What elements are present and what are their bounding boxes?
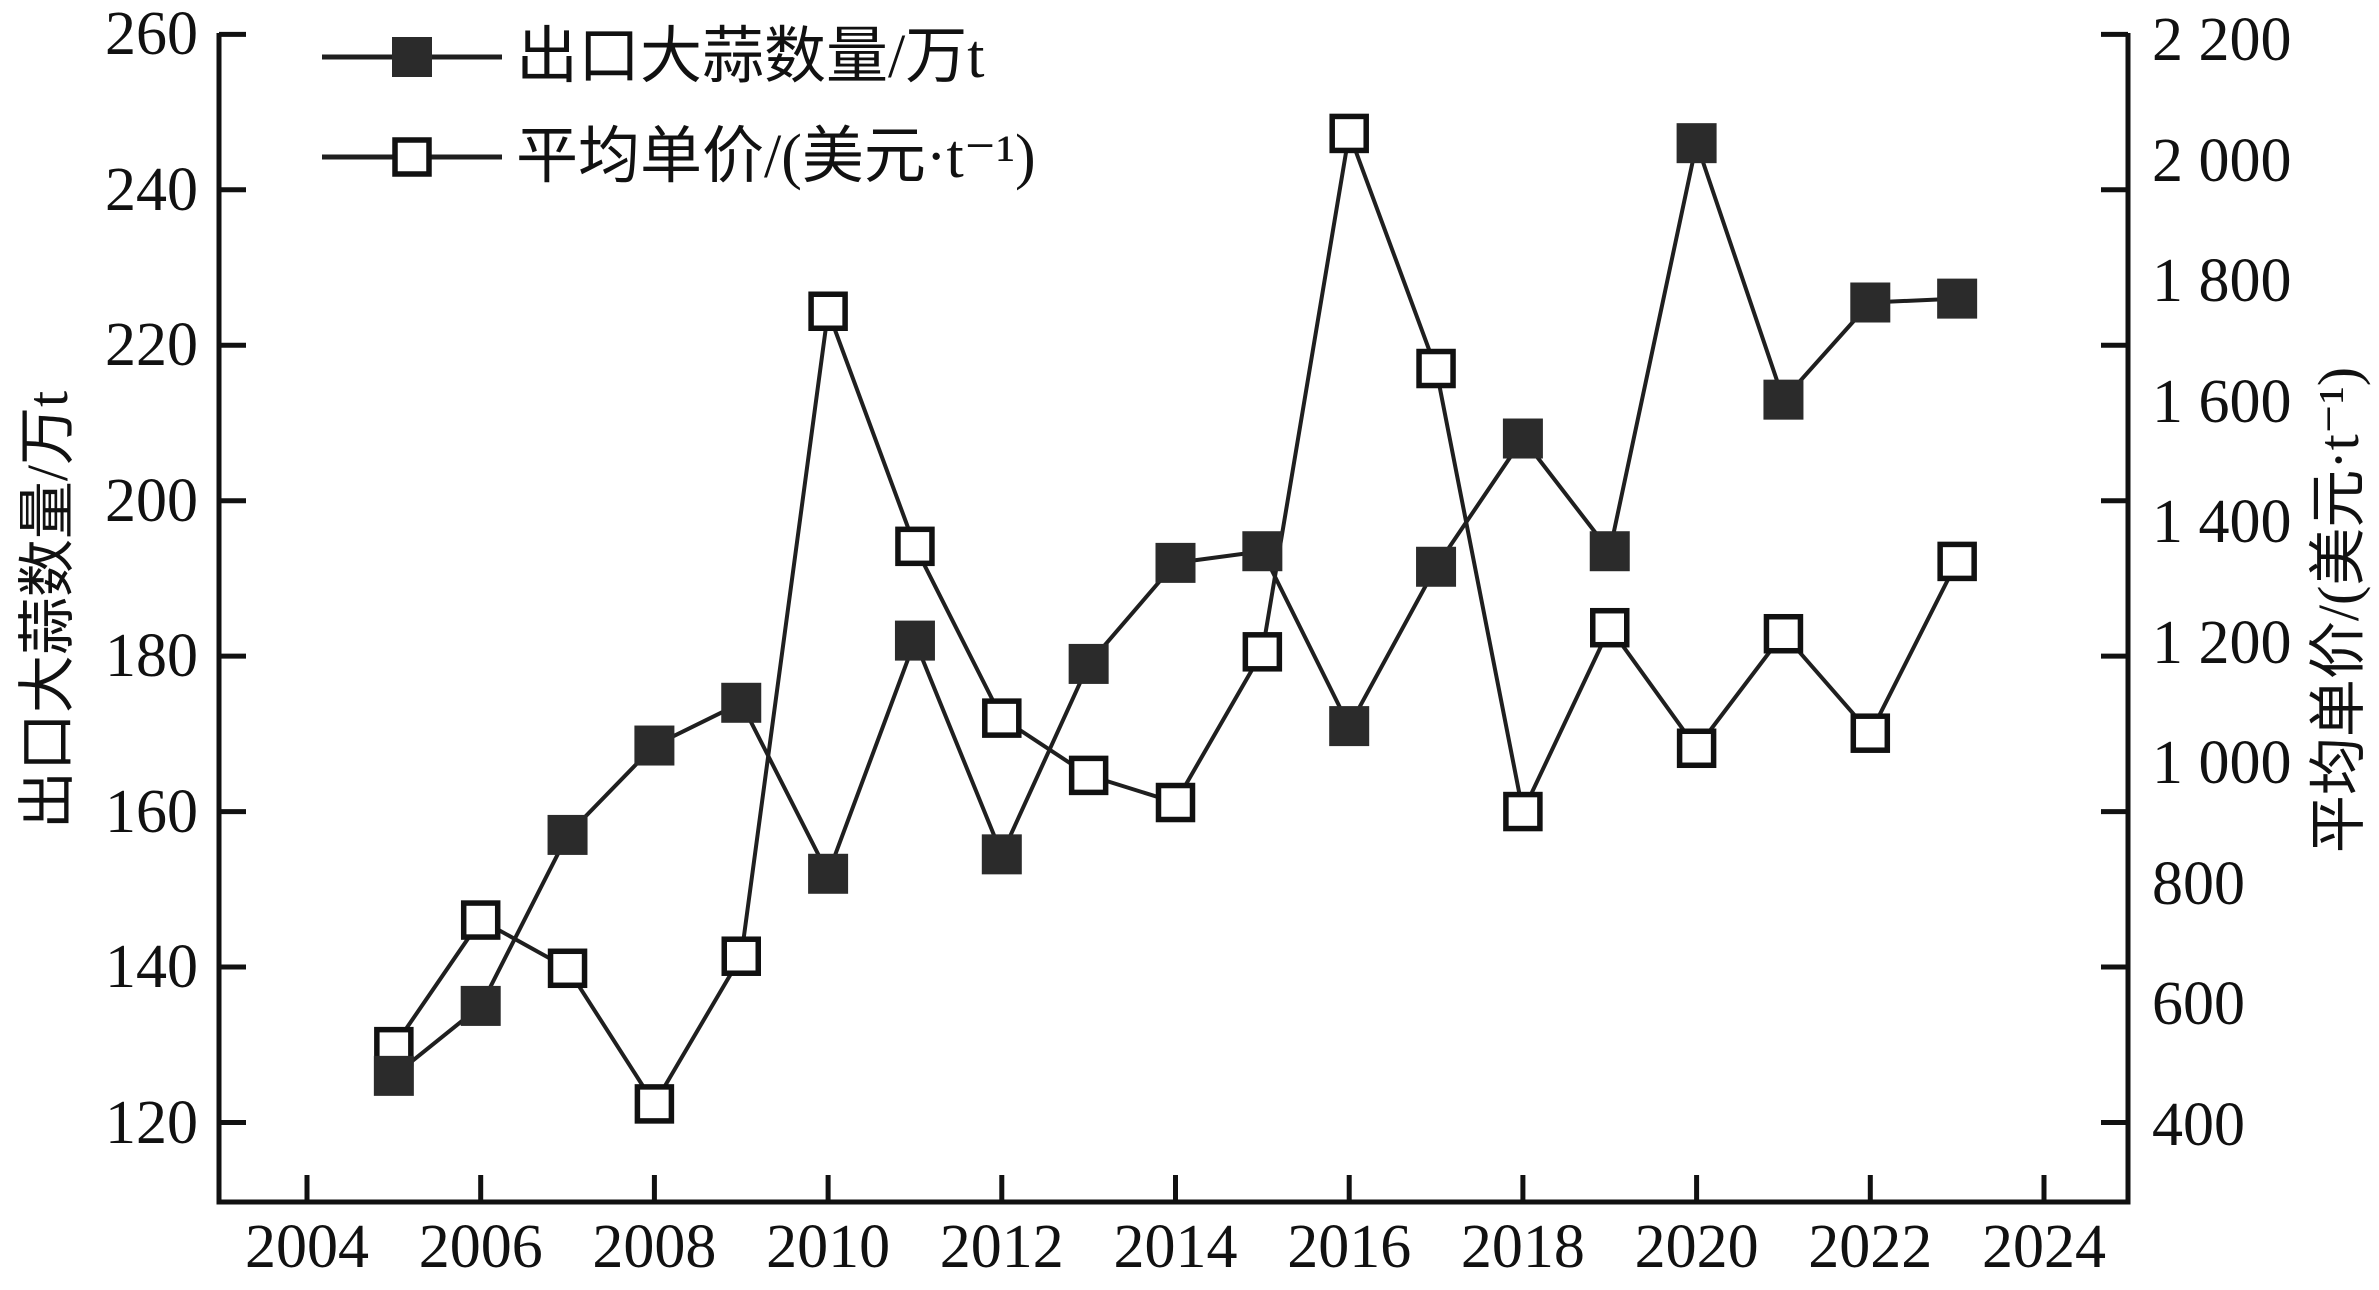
filled-square-marker-swatch bbox=[322, 37, 502, 77]
left-axis-title: 出口大蒜数量/万t bbox=[15, 390, 80, 830]
x-axis-tick-label: 2012 bbox=[939, 1213, 1064, 1281]
quantity-data-point-filled-square bbox=[1242, 531, 1283, 572]
price-data-point-open-square bbox=[1850, 713, 1891, 753]
price-data-point-open-square bbox=[1155, 782, 1196, 823]
x-axis-tick-label: 2006 bbox=[418, 1213, 543, 1281]
quantity-data-point-filled-square bbox=[373, 1055, 414, 1096]
quantity-data-point-filled-square bbox=[981, 834, 1022, 875]
price-data-point-open-square bbox=[1329, 113, 1369, 154]
right-axis-tick-label: 800 bbox=[2152, 849, 2245, 918]
price-data-point-open-square bbox=[1068, 755, 1109, 796]
left-axis-tick-label: 160 bbox=[105, 777, 198, 846]
x-axis-tick-label: 2022 bbox=[1808, 1213, 1933, 1281]
price-data-point-open-square bbox=[1676, 728, 1717, 769]
legend-item-price: 平均单价/(美元·t⁻¹) bbox=[322, 114, 1036, 200]
quantity-data-point-filled-square bbox=[1676, 123, 1717, 164]
price-data-point-open-square bbox=[460, 900, 501, 940]
quantity-data-point-filled-square bbox=[1416, 546, 1457, 587]
price-data-point-open-square bbox=[1416, 348, 1456, 389]
legend: 出口大蒜数量/万t 平均单价/(美元·t⁻¹) bbox=[322, 14, 1036, 200]
price-data-point-open-square bbox=[895, 526, 935, 567]
right-axis-tick-label: 1 400 bbox=[2152, 488, 2292, 557]
price-data-point-open-square bbox=[1937, 541, 1977, 582]
legend-label-price: 平均单价/(美元·t⁻¹) bbox=[516, 123, 1036, 191]
quantity-data-point-filled-square bbox=[634, 725, 675, 766]
quantity-data-point-filled-square bbox=[1502, 418, 1543, 459]
left-axis-tick-label: 180 bbox=[105, 622, 198, 691]
x-axis-tick-label: 2016 bbox=[1287, 1213, 1412, 1281]
price-data-point-open-square bbox=[982, 698, 1022, 738]
x-axis-tick-label: 2020 bbox=[1634, 1213, 1759, 1281]
price-data-point-open-square bbox=[1590, 607, 1630, 648]
price-data-point-open-square bbox=[1503, 791, 1543, 832]
x-axis-tick-label: 2024 bbox=[1982, 1213, 2106, 1281]
x-axis-tick-label: 2018 bbox=[1460, 1213, 1585, 1281]
right-axis-tick-label: 600 bbox=[2152, 970, 2245, 1039]
right-axis-tick-label: 400 bbox=[2152, 1091, 2245, 1160]
right-axis-tick-label: 1 600 bbox=[2152, 367, 2292, 436]
quantity-data-point-filled-square bbox=[1589, 531, 1630, 572]
legend-label-quantity: 出口大蒜数量/万t bbox=[516, 23, 985, 91]
price-series-line bbox=[392, 131, 1959, 1106]
open-square-marker-swatch bbox=[322, 137, 502, 177]
x-axis-tick-label: 2014 bbox=[1113, 1213, 1238, 1281]
quantity-data-point-filled-square bbox=[1937, 278, 1978, 319]
left-axis-tick-label: 260 bbox=[105, 0, 198, 69]
left-axis-tick-label: 120 bbox=[105, 1088, 198, 1157]
left-axis-tick-label: 220 bbox=[105, 311, 198, 380]
legend-item-quantity: 出口大蒜数量/万t bbox=[322, 14, 1036, 100]
right-axis-tick-label: 1 800 bbox=[2152, 247, 2292, 316]
right-axis-tick-label: 2 000 bbox=[2152, 126, 2292, 195]
x-axis-tick-label: 2004 bbox=[245, 1213, 369, 1281]
right-axis-tick-label: 1 200 bbox=[2152, 608, 2292, 677]
right-axis-title: 平均单价/(美元·t⁻¹) bbox=[2306, 366, 2371, 854]
quantity-data-point-filled-square bbox=[1763, 379, 1804, 420]
left-axis-tick-label: 240 bbox=[105, 155, 198, 224]
x-axis-tick-label: 2010 bbox=[766, 1213, 891, 1281]
price-data-point-open-square bbox=[634, 1084, 675, 1124]
price-data-point-open-square bbox=[547, 948, 588, 989]
x-axis-tick-label: 2008 bbox=[592, 1213, 717, 1281]
right-axis-tick-label: 2 200 bbox=[2152, 6, 2292, 74]
price-data-point-open-square bbox=[808, 291, 848, 332]
price-data-point-open-square bbox=[1242, 632, 1283, 672]
quantity-data-point-filled-square bbox=[894, 620, 935, 661]
left-axis-tick-label: 140 bbox=[105, 933, 198, 1002]
quantity-data-point-filled-square bbox=[547, 814, 588, 855]
left-axis-tick-label: 200 bbox=[105, 466, 198, 535]
price-data-point-open-square bbox=[721, 936, 761, 976]
quantity-data-point-filled-square bbox=[808, 853, 849, 894]
quantity-data-point-filled-square bbox=[1850, 282, 1891, 323]
quantity-series-line bbox=[392, 141, 1958, 1078]
quantity-data-point-filled-square bbox=[460, 985, 501, 1026]
quantity-data-point-filled-square bbox=[721, 682, 762, 723]
quantity-data-point-filled-square bbox=[1155, 542, 1196, 583]
quantity-data-point-filled-square bbox=[1068, 643, 1109, 684]
price-data-point-open-square bbox=[1763, 613, 1804, 654]
quantity-data-point-filled-square bbox=[1329, 706, 1370, 747]
right-axis-tick-label: 1 000 bbox=[2152, 729, 2292, 798]
